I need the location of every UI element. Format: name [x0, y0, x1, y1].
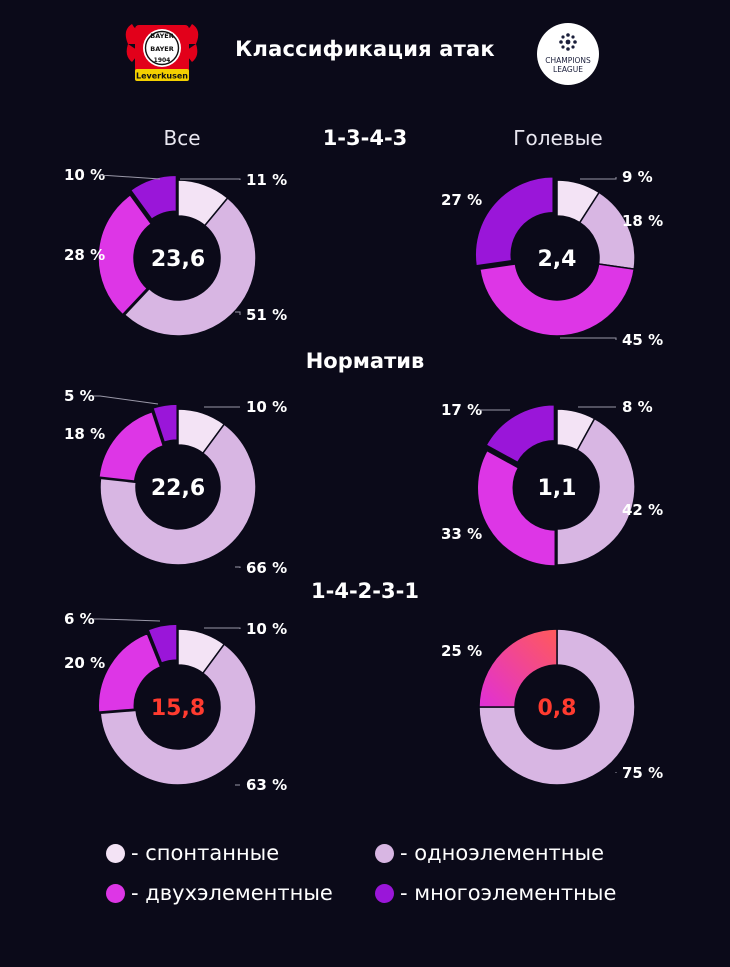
slice-label: 66 % [246, 559, 287, 577]
slice-label: 5 % [64, 387, 95, 405]
donut-slice-double [478, 263, 636, 337]
donut-slice-multi [485, 403, 556, 464]
slice-label: 17 % [441, 401, 482, 419]
slice-label: 51 % [246, 306, 287, 324]
slice-label: 9 % [622, 168, 653, 186]
svg-text:CHAMPIONS: CHAMPIONS [545, 56, 591, 65]
legend-swatch-spontaneous [106, 843, 125, 863]
bayer-leverkusen-logo: BAYER BAYER 1904 Leverkusen [125, 24, 199, 81]
page-title: Классификация атак [235, 37, 495, 61]
donut-slice-multi [129, 174, 178, 221]
donut-chart: 75 % 25 % 0,8 [441, 628, 663, 786]
slice-label: 10 % [246, 398, 287, 416]
donut-center-value: 22,6 [151, 476, 205, 501]
donut-chart: 9 % 18 % 45 % 27 % 2,4 [441, 168, 663, 349]
leader-line [560, 337, 617, 340]
legend-swatch-single [375, 843, 394, 863]
donut-slice-single [99, 423, 257, 566]
donut-slice-single [556, 417, 636, 566]
legend-swatch-double [106, 883, 125, 903]
legend-item-spontaneous: - спонтанные [106, 841, 279, 865]
donut-center-value: 2,4 [538, 247, 577, 272]
donut-slice-single [99, 643, 257, 786]
column-header-goals: Голевые [513, 126, 603, 150]
legend-item-double: - двухэлементные [106, 881, 333, 905]
section-title-norm: Норматив [305, 349, 425, 373]
donut-chart: 10 % 63 % 20 % 6 % 15,8 [64, 610, 287, 794]
slice-label: 27 % [441, 191, 482, 209]
slice-label: 63 % [246, 776, 287, 794]
leader-line [478, 533, 481, 537]
leader-line [180, 178, 241, 180]
donut-slice-multi [147, 623, 178, 665]
svg-text:BAYER: BAYER [150, 45, 174, 53]
donut-center-value: 0,8 [538, 696, 577, 721]
slice-label: 25 % [441, 642, 482, 660]
leader-line [235, 311, 241, 315]
donut-slice-multi [474, 175, 554, 267]
legend-item-single: - одноэлементные [375, 841, 604, 865]
donut-slice-double [98, 410, 165, 482]
slice-label: 10 % [64, 166, 105, 184]
donut-slice-double [476, 449, 557, 567]
slice-label: 10 % [246, 620, 287, 638]
leader-line [580, 177, 617, 180]
svg-text:1904: 1904 [154, 57, 171, 64]
leader-line [99, 174, 161, 180]
svg-text:LEAGUE: LEAGUE [553, 65, 583, 74]
leader-line [93, 395, 159, 405]
donut-slice-single [478, 628, 636, 786]
donut-slice-single [123, 196, 257, 337]
legend-item-multi: - многоэлементные [375, 881, 616, 905]
legend-swatch-multi [375, 883, 394, 903]
donut-center-value: 15,8 [151, 696, 205, 721]
donut-slice-double [97, 193, 153, 316]
leader-line [235, 566, 241, 568]
slice-label: 33 % [441, 525, 482, 543]
legend-label: - двухэлементные [131, 881, 333, 905]
leader-line [204, 627, 241, 629]
svg-text:BAYER: BAYER [150, 32, 174, 40]
slice-label: 42 % [622, 501, 663, 519]
slice-label: 75 % [622, 764, 663, 782]
slice-label: 6 % [64, 610, 95, 628]
legend-label: - многоэлементные [400, 881, 617, 905]
slice-label: 11 % [246, 171, 287, 189]
section-title-1343: 1-3-4-3 [322, 126, 408, 150]
legend-label: - одноэлементные [400, 841, 605, 865]
slice-label: 20 % [64, 654, 105, 672]
leader-line [93, 618, 161, 622]
slice-label: 8 % [622, 398, 653, 416]
slice-label: 18 % [622, 212, 663, 230]
svg-text:Leverkusen: Leverkusen [136, 72, 188, 81]
champions-league-logo: CHAMPIONS LEAGUE [537, 23, 599, 85]
donut-chart: 8 % 42 % 33 % 17 % 1,1 [441, 398, 663, 567]
donut-chart: 11 % 51 % 28 % 10 % 23,6 [64, 166, 287, 337]
donut-center-value: 1,1 [538, 476, 577, 501]
slice-label: 28 % [64, 246, 105, 264]
donut-slice-gradient [478, 628, 558, 708]
slice-label: 18 % [64, 425, 105, 443]
legend-label: - спонтанные [131, 841, 280, 865]
donut-center-value: 23,6 [151, 247, 205, 272]
donut-chart: 10 % 66 % 18 % 5 % 22,6 [64, 387, 287, 577]
column-header-all: Все [163, 126, 201, 150]
donut-slice-multi [151, 403, 178, 444]
section-title-14231: 1-4-2-3-1 [311, 579, 419, 603]
donut-slice-double [97, 632, 162, 713]
slice-label: 45 % [622, 331, 663, 349]
